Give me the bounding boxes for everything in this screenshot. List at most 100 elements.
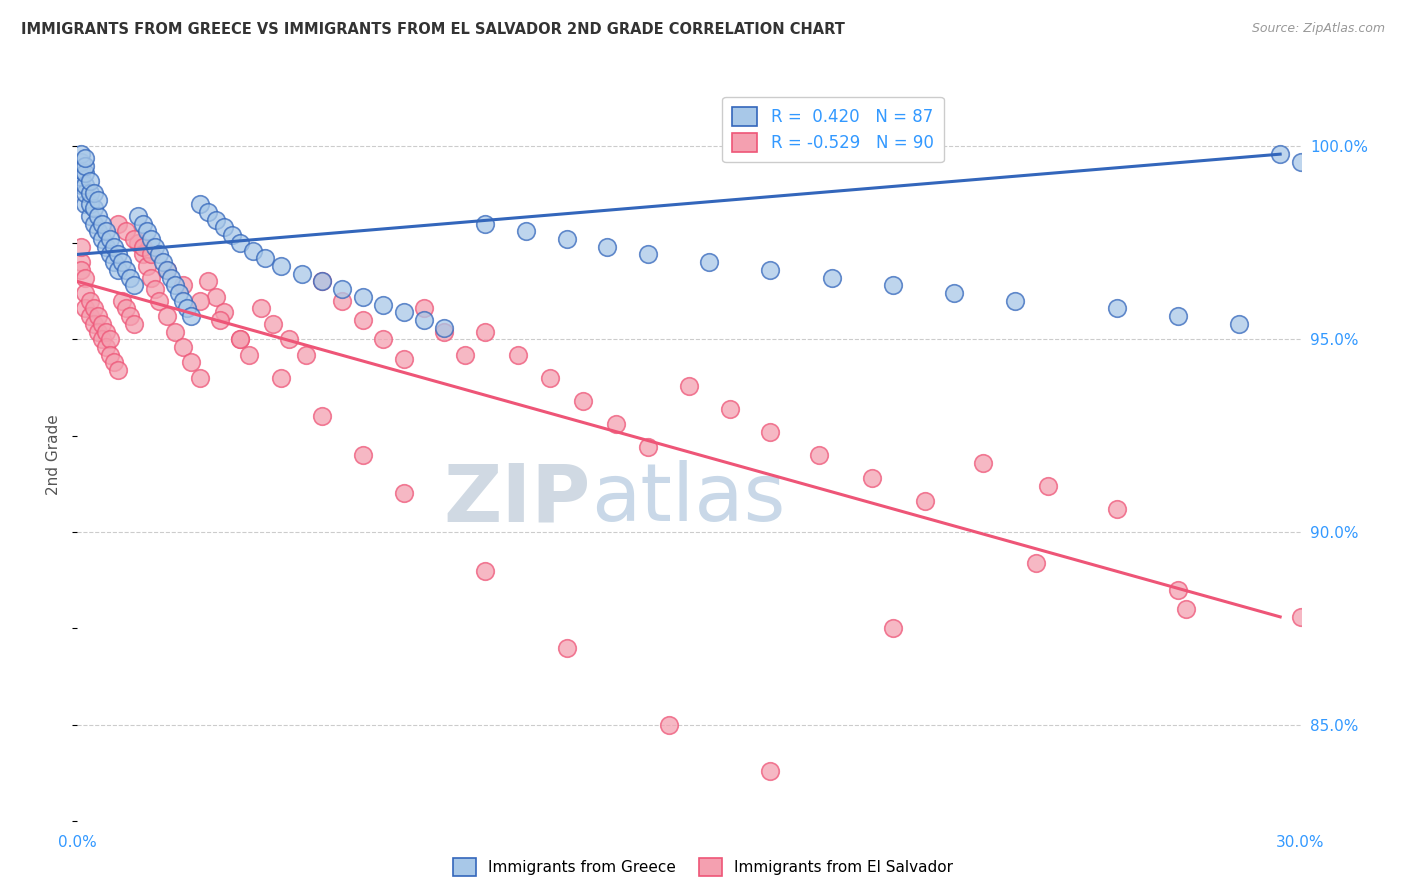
Point [1289,610,1312,624]
Point [433,325,456,339]
Point [515,224,537,238]
Point [972,456,994,470]
Point [1004,293,1026,308]
Point [205,212,228,227]
Point [371,332,394,346]
Point [135,259,157,273]
Point [107,363,129,377]
Point [188,197,211,211]
Point [131,240,153,254]
Point [124,232,146,246]
Point [127,209,149,223]
Point [637,247,659,261]
Point [311,274,333,288]
Point [98,348,121,362]
Point [70,147,93,161]
Point [90,332,112,346]
Point [79,293,101,308]
Point [658,718,681,732]
Point [79,197,101,211]
Point [759,764,782,778]
Point [1107,301,1129,316]
Point [278,332,301,346]
Point [1024,556,1046,570]
Point [135,224,157,238]
Point [294,348,316,362]
Point [332,282,354,296]
Point [699,255,721,269]
Point [392,486,415,500]
Point [94,224,117,238]
Point [75,166,97,180]
Point [392,351,415,366]
Point [75,197,97,211]
Point [83,317,105,331]
Point [70,262,93,277]
Point [862,471,884,485]
Legend: Immigrants from Greece, Immigrants from El Salvador: Immigrants from Greece, Immigrants from … [447,852,959,881]
Point [79,309,101,323]
Point [87,309,110,323]
Point [139,270,162,285]
Point [169,285,191,300]
Point [131,247,153,261]
Point [103,255,125,269]
Text: ZIP: ZIP [444,460,591,539]
Point [759,425,782,439]
Point [98,232,121,246]
Point [83,301,105,316]
Point [75,159,97,173]
Point [120,270,142,285]
Point [221,228,243,243]
Point [70,255,93,269]
Point [139,232,162,246]
Point [678,378,700,392]
Point [172,293,194,308]
Point [759,262,782,277]
Point [148,247,170,261]
Point [882,278,904,293]
Point [942,285,965,300]
Point [79,174,101,188]
Point [253,252,276,266]
Point [156,262,179,277]
Point [107,262,129,277]
Point [882,622,904,636]
Point [212,305,235,319]
Point [156,309,179,323]
Point [94,340,117,354]
Point [75,186,97,200]
Point [180,355,202,369]
Point [212,220,235,235]
Point [75,285,97,300]
Point [111,255,134,269]
Point [87,209,110,223]
Point [605,417,627,431]
Point [718,401,741,416]
Point [1167,309,1189,323]
Point [1107,502,1129,516]
Point [83,217,105,231]
Point [433,320,456,334]
Point [70,154,93,169]
Point [262,317,284,331]
Point [352,290,374,304]
Point [139,247,162,261]
Point [75,151,97,165]
Point [1229,317,1251,331]
Point [75,301,97,316]
Point [311,274,333,288]
Point [115,301,138,316]
Point [115,224,138,238]
Point [1036,479,1059,493]
Point [172,340,194,354]
Point [120,309,142,323]
Point [124,278,146,293]
Point [94,240,117,254]
Point [572,393,595,408]
Point [107,247,129,261]
Point [242,244,264,258]
Point [75,270,97,285]
Point [83,201,105,215]
Point [474,325,496,339]
